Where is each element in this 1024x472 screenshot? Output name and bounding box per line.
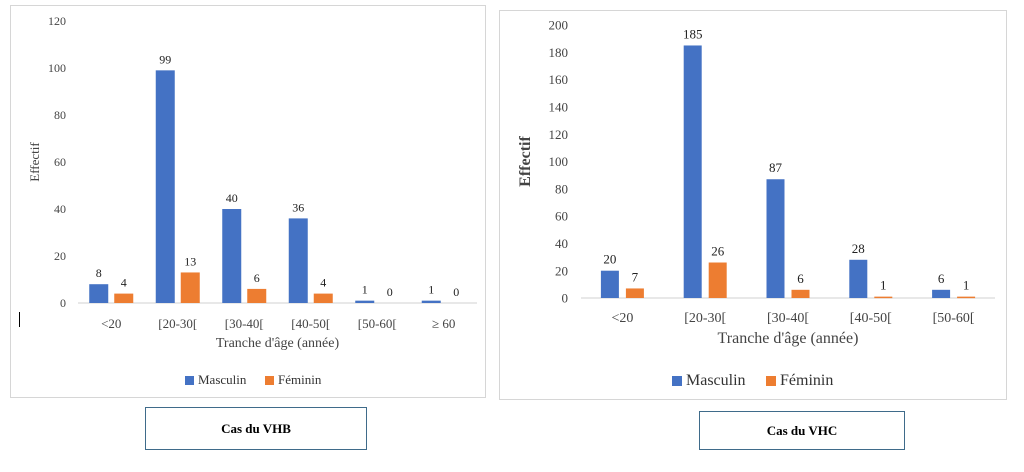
- chart-panel-vhb: 0 20 40 60 80 100 120 Effectif 8 4 <20 99 13 [20-30[4…: [10, 5, 486, 398]
- legend-swatch-masculin: [185, 376, 194, 385]
- y-tick-label: 80: [555, 181, 568, 196]
- bar-masculin: [932, 289, 951, 298]
- x-tick-label: [40-50[: [850, 311, 892, 326]
- bar-féminin: [957, 296, 976, 299]
- bar-masculin: [600, 270, 619, 298]
- x-tick-label: [20-30[: [684, 311, 726, 326]
- data-label: 4: [121, 276, 127, 290]
- bar-masculin: [89, 284, 109, 303]
- y-tick-label: 140: [549, 99, 569, 114]
- data-label: 99: [159, 52, 171, 66]
- x-axis-label: Tranche d'âge (année): [216, 336, 340, 351]
- bar-féminin: [313, 293, 333, 303]
- caption-vhb: Cas du VHB: [145, 407, 367, 450]
- y-tick-label: 120: [549, 127, 569, 142]
- bar-masculin: [155, 70, 175, 303]
- bar-féminin: [708, 262, 727, 298]
- y-tick-label: 40: [54, 202, 66, 216]
- legend-swatch-masculin: [672, 376, 682, 386]
- legend-entry: Masculin: [198, 372, 247, 387]
- bar-masculin: [683, 45, 702, 298]
- data-label: 6: [797, 271, 804, 286]
- data-label: 40: [226, 191, 238, 205]
- data-label: 185: [683, 26, 703, 41]
- chart-vhc: 0 20 40 60 80 100 120 140 160 180 200 Effectif 20 7 <2…: [517, 18, 995, 389]
- legend-swatch-féminin: [265, 376, 274, 385]
- data-label: 0: [387, 285, 393, 299]
- data-label: 1: [880, 278, 887, 293]
- text-cursor-mark: [19, 312, 20, 327]
- bar-masculin: [421, 300, 441, 303]
- y-tick-label: 40: [555, 236, 568, 251]
- y-tick-label: 100: [48, 61, 66, 75]
- x-tick-label: [30-40[: [767, 311, 809, 326]
- bar-masculin: [849, 259, 868, 298]
- y-tick-label: 100: [549, 154, 569, 169]
- caption-vhc: Cas du VHC: [699, 411, 905, 450]
- y-tick-label: 0: [60, 296, 66, 310]
- data-label: 13: [184, 254, 196, 268]
- chart-vhb: 020406080100120Effectif84<209913[20-30[4…: [27, 14, 477, 387]
- data-label: 87: [769, 160, 783, 175]
- bar-masculin: [766, 179, 785, 298]
- bar-féminin: [114, 293, 134, 303]
- data-label: 0: [453, 285, 459, 299]
- legend-entry: Féminin: [780, 372, 833, 389]
- x-tick-label: <20: [101, 316, 121, 331]
- bar-féminin: [874, 296, 893, 299]
- y-tick-label: 160: [549, 72, 569, 87]
- legend-entry: Masculin: [686, 372, 746, 389]
- data-label: 6: [254, 271, 260, 285]
- y-tick-label: 80: [54, 108, 66, 122]
- data-label: 6: [938, 271, 945, 286]
- bar-féminin: [791, 289, 810, 298]
- chart-panel-vhc: 0 20 40 60 80 100 120 140 160 180 200 Effectif 20 7 <2…: [499, 10, 1007, 400]
- data-label: 1: [428, 283, 434, 297]
- data-label: 8: [96, 266, 102, 280]
- x-tick-label: [30-40[: [225, 316, 264, 331]
- caption-vhc-text: Cas du VHC: [766, 422, 838, 438]
- y-tick-label: 20: [555, 263, 568, 278]
- y-tick-label: 20: [54, 249, 66, 263]
- data-label: 1: [963, 278, 970, 293]
- y-tick-label: 120: [48, 14, 66, 28]
- legend-swatch-féminin: [766, 376, 776, 386]
- x-tick-label: [20-30[: [158, 316, 197, 331]
- bar-féminin: [247, 288, 267, 303]
- x-tick-label: [50-60[: [358, 316, 397, 331]
- x-tick-label: ≥ 60: [432, 316, 455, 331]
- data-label: 20: [603, 252, 616, 267]
- y-tick-label: 0: [562, 291, 569, 306]
- data-label: 28: [852, 241, 865, 256]
- y-axis-label: Effectif: [27, 142, 42, 182]
- x-axis-label: Tranche d'âge (année): [718, 330, 859, 347]
- bar-féminin: [180, 272, 200, 303]
- data-label: 1: [362, 283, 368, 297]
- x-tick-label: [40-50[: [291, 316, 330, 331]
- y-axis-label: Effectif: [517, 136, 534, 187]
- x-tick-label: [50-60[: [933, 311, 975, 326]
- bar-masculin: [288, 218, 308, 303]
- bar-masculin: [222, 209, 242, 303]
- data-label: 4: [320, 276, 326, 290]
- data-label: 7: [632, 269, 639, 284]
- bar-masculin: [355, 300, 375, 303]
- data-label: 36: [292, 200, 304, 214]
- bar-féminin: [625, 288, 644, 298]
- legend-entry: Féminin: [278, 372, 322, 387]
- y-tick-label: 200: [549, 18, 569, 33]
- x-tick-label: <20: [611, 311, 633, 326]
- caption-vhb-text: Cas du VHB: [221, 420, 291, 436]
- y-tick-label: 180: [549, 45, 569, 60]
- y-tick-label: 60: [54, 155, 66, 169]
- y-tick-label: 60: [555, 209, 568, 224]
- data-label: 26: [711, 244, 725, 259]
